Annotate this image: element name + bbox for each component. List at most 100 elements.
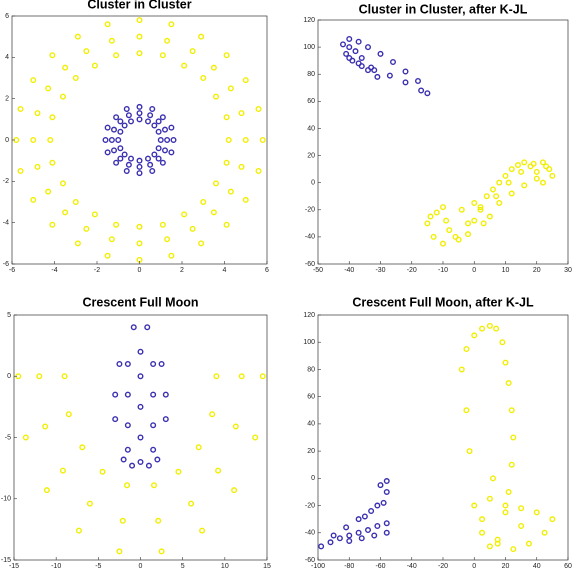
point <box>125 161 132 168</box>
point <box>365 44 372 51</box>
x-tick-label: -80 <box>344 563 354 570</box>
point <box>440 240 447 247</box>
point <box>91 211 98 218</box>
point <box>477 204 484 211</box>
point <box>446 227 453 234</box>
point <box>147 161 154 168</box>
point <box>361 513 368 520</box>
point <box>430 233 437 240</box>
point <box>147 112 154 119</box>
point <box>433 209 440 216</box>
point <box>227 85 234 92</box>
point <box>119 517 126 524</box>
point <box>346 537 353 544</box>
x-tick-label: 10 <box>502 267 510 274</box>
point <box>232 423 239 430</box>
point <box>402 68 409 75</box>
point <box>368 508 375 515</box>
x-tick-label: -15 <box>9 563 19 570</box>
point <box>162 391 169 398</box>
point <box>170 136 177 143</box>
point <box>79 444 86 451</box>
point <box>59 467 66 474</box>
x-tick-label: -20 <box>438 563 448 570</box>
point <box>34 163 41 170</box>
point <box>110 126 117 133</box>
point <box>355 38 362 45</box>
point <box>377 50 384 57</box>
point <box>162 416 169 423</box>
point <box>117 128 124 135</box>
point <box>463 407 470 414</box>
point <box>104 252 111 259</box>
point <box>72 198 79 205</box>
point <box>149 167 156 174</box>
point <box>108 136 115 143</box>
point <box>386 72 393 79</box>
point <box>136 170 143 177</box>
point <box>486 213 493 220</box>
point <box>252 434 259 441</box>
x-tick-label: -30 <box>375 267 385 274</box>
point <box>374 502 381 509</box>
point <box>496 179 503 186</box>
point <box>471 199 478 206</box>
point <box>368 64 375 71</box>
x-tick-label: 6 <box>265 267 269 274</box>
y-tick-label: 80 <box>307 71 315 78</box>
point <box>104 21 111 28</box>
point <box>136 116 143 123</box>
point <box>508 407 515 414</box>
point <box>124 361 131 368</box>
point <box>49 159 56 166</box>
point <box>181 62 188 69</box>
y-tick-label: -20 <box>305 207 315 214</box>
point <box>486 543 493 550</box>
point <box>215 467 222 474</box>
point <box>144 155 151 162</box>
point <box>210 64 217 71</box>
x-tick-label: -20 <box>407 267 417 274</box>
point <box>195 444 202 451</box>
point <box>231 487 238 494</box>
x-tick-label: 60 <box>564 563 572 570</box>
point <box>508 190 515 197</box>
point <box>164 136 171 143</box>
y-tick-label: -15 <box>1 557 11 564</box>
x-tick-label: -50 <box>313 267 323 274</box>
point <box>510 546 517 553</box>
point <box>490 475 497 482</box>
point <box>505 380 512 387</box>
point <box>440 204 447 211</box>
y-tick-label: -10 <box>1 496 11 503</box>
point <box>129 462 136 469</box>
axes-frame <box>13 314 268 561</box>
point <box>120 456 127 463</box>
point <box>465 231 472 238</box>
point <box>136 103 143 110</box>
y-tick-label: 40 <box>307 125 315 132</box>
point <box>209 411 216 418</box>
point <box>124 482 131 489</box>
point <box>255 105 262 112</box>
point <box>533 175 540 182</box>
point <box>452 233 459 240</box>
point <box>490 186 497 193</box>
point <box>390 59 397 66</box>
y-tick-label: 60 <box>307 98 315 105</box>
point <box>168 149 175 156</box>
point <box>380 499 387 506</box>
x-tick-label: 5 <box>181 563 185 570</box>
point <box>371 532 378 539</box>
point <box>212 180 219 187</box>
point <box>499 339 506 346</box>
point <box>91 62 98 69</box>
point <box>99 468 106 475</box>
y-tick-label: -60 <box>305 261 315 268</box>
y-tick-label: -2 <box>3 178 9 185</box>
y-tick-label: -60 <box>305 557 315 564</box>
point <box>200 198 207 205</box>
point <box>164 236 171 243</box>
chart-title: Crescent Full Moon, after K-JL <box>352 295 534 309</box>
